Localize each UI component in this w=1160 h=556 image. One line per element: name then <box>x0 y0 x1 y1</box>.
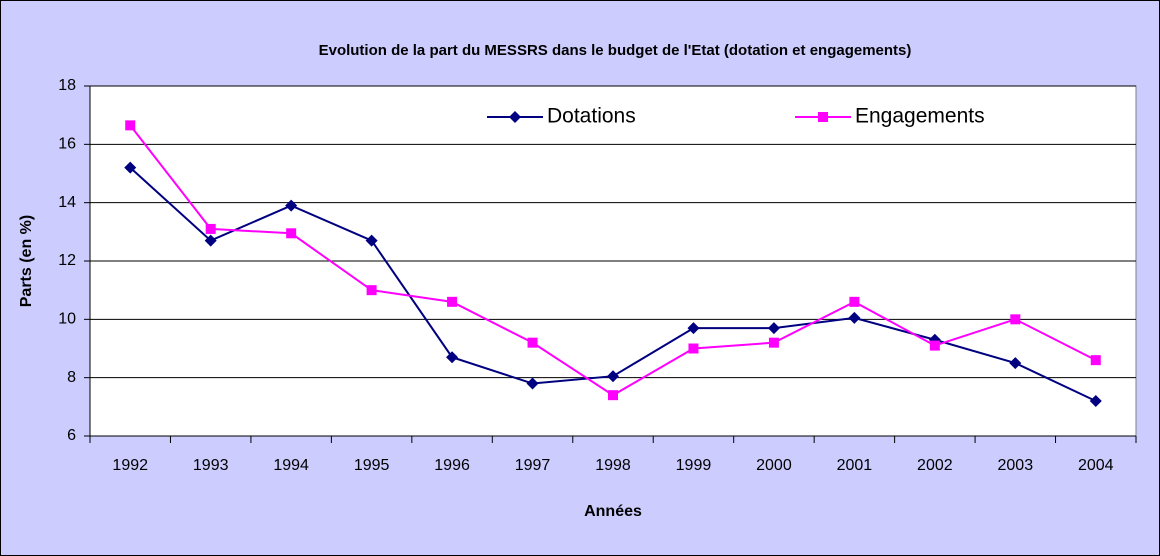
x-tick-label: 2001 <box>837 457 873 474</box>
x-tick-label: 2003 <box>998 457 1034 474</box>
y-tick-label: 16 <box>58 136 76 153</box>
x-tick-label: 1996 <box>434 457 470 474</box>
y-tick-label: 14 <box>58 194 76 211</box>
series-marker <box>366 285 377 296</box>
x-tick-label: 1999 <box>676 457 712 474</box>
series-marker <box>205 223 216 234</box>
y-tick-label: 8 <box>67 369 76 386</box>
x-tick-label: 1993 <box>193 457 229 474</box>
series-marker <box>1089 395 1102 407</box>
series-marker <box>446 351 459 364</box>
y-axis-title: Parts (en %) <box>18 215 35 307</box>
series-marker <box>607 370 619 383</box>
y-tick-label: 6 <box>67 427 76 444</box>
series-marker <box>285 199 298 212</box>
y-tick-label: 12 <box>58 252 76 269</box>
series-marker <box>767 322 780 335</box>
series-marker <box>1090 355 1101 366</box>
series-marker <box>849 296 860 307</box>
x-axis-title: Années <box>584 503 642 520</box>
legend-marker <box>818 112 828 122</box>
series-marker <box>848 311 861 324</box>
series-marker <box>286 228 297 239</box>
series-marker <box>125 120 136 131</box>
y-tick-label: 10 <box>58 311 76 328</box>
x-tick-label: 1992 <box>112 457 148 474</box>
chart-title: Evolution de la part du MESSRS dans le b… <box>319 42 912 59</box>
x-tick-label: 1998 <box>595 457 631 474</box>
y-tick-label: 18 <box>58 77 76 94</box>
x-tick-label: 1997 <box>515 457 551 474</box>
legend-text: Engagements <box>855 105 985 128</box>
series-marker <box>527 337 538 348</box>
legend-marker <box>509 111 521 123</box>
series-marker <box>526 377 539 390</box>
series-marker <box>365 234 378 247</box>
x-tick-label: 2000 <box>756 457 792 474</box>
series-marker <box>1009 357 1022 370</box>
series-marker <box>1010 314 1021 325</box>
series-marker <box>687 322 700 335</box>
series-marker <box>929 340 940 351</box>
legend-text: Dotations <box>547 105 636 128</box>
x-tick-label: 2002 <box>917 457 953 474</box>
x-tick-label: 2004 <box>1078 457 1114 474</box>
series-marker <box>204 234 217 247</box>
x-tick-label: 1995 <box>354 457 390 474</box>
series-marker <box>124 161 137 174</box>
series-marker <box>768 337 779 348</box>
series-marker <box>688 343 699 354</box>
series-marker <box>447 296 458 307</box>
series-marker <box>608 390 618 401</box>
x-tick-label: 1994 <box>273 457 309 474</box>
